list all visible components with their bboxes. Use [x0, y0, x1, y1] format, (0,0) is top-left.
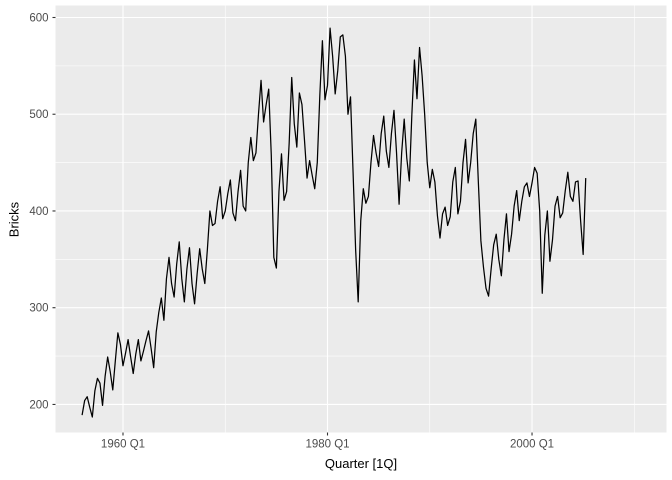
y-tick-label: 400	[29, 206, 48, 218]
y-axis-title: Bricks	[6, 201, 22, 238]
y-tick-label: 600	[29, 12, 48, 24]
data-line-bricks	[81, 27, 587, 418]
x-axis-title: Quarter [1Q]	[324, 456, 398, 471]
y-tick-label: 200	[29, 399, 48, 411]
y-tick-label: 500	[29, 109, 48, 121]
x-tick-label: 1980 Q1	[305, 439, 349, 451]
y-tick-label: 300	[29, 303, 48, 315]
x-tick-label: 1960 Q1	[101, 439, 145, 451]
x-tick-label: 2000 Q1	[510, 439, 554, 451]
